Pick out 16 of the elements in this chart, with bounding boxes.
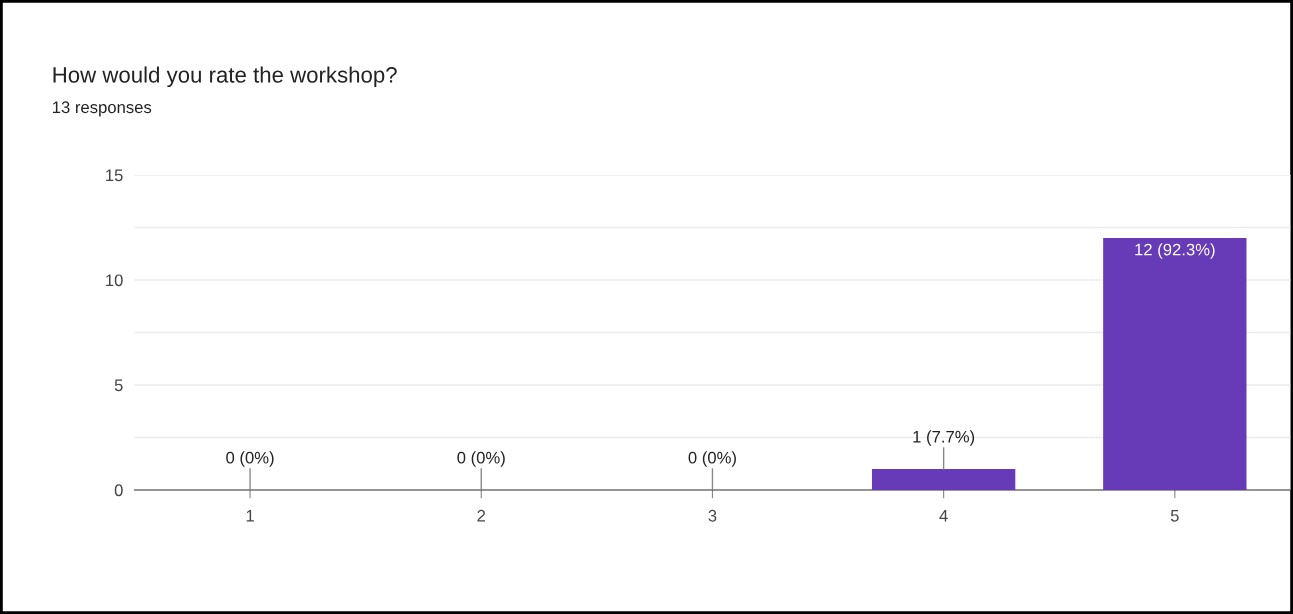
y-tick-label: 15 [106,169,123,182]
data-label: 1 (7.7%) [913,430,975,446]
y-tick-label: 0 [114,484,123,497]
data-label: 0 (0%) [226,451,274,467]
x-tick-label: 2 [477,509,486,522]
x-tick-label: 4 [939,510,948,522]
y-tick-label: 5 [114,379,123,392]
data-label: 0 (0%) [457,451,505,467]
y-tick-label: 10 [106,274,123,287]
data-label: 12 (92.3%) [1135,243,1215,259]
chart-subtitle: 13 responses [52,101,152,117]
data-label: 0 (0%) [688,451,736,467]
x-tick-label: 5 [1170,510,1179,522]
x-tick-label: 1 [246,510,254,522]
x-tick-label: 3 [708,509,717,522]
chart-title: How would you rate the workshop? [53,66,397,88]
